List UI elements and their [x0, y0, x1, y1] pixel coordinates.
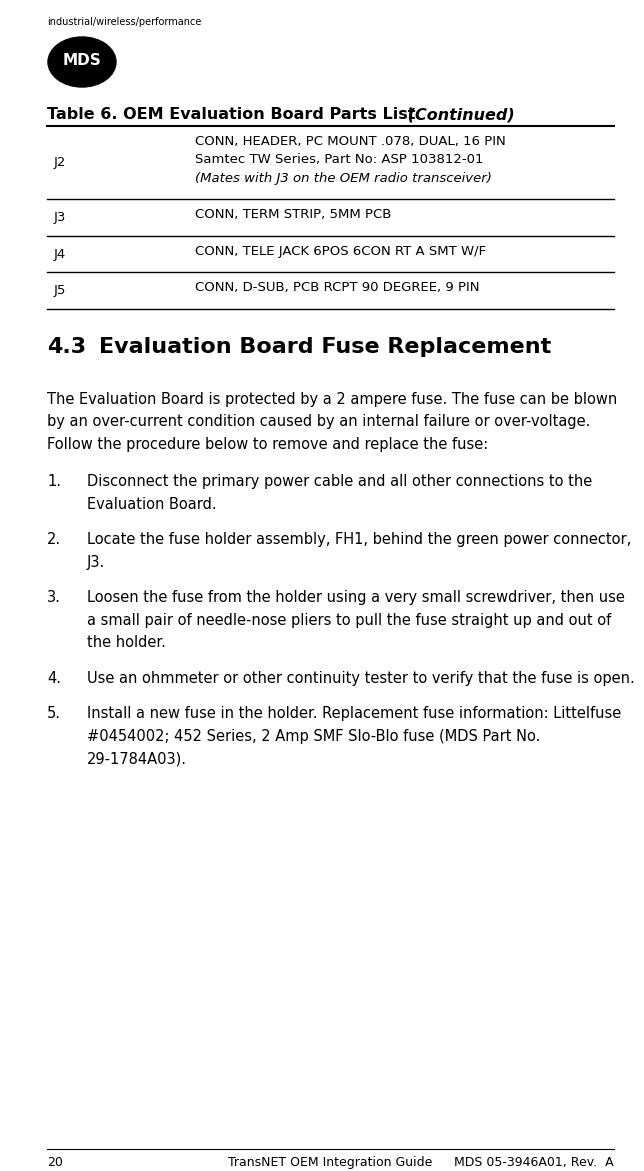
- Text: #0454002; 452 Series, 2 Amp SMF Slo-Blo fuse (MDS Part No.: #0454002; 452 Series, 2 Amp SMF Slo-Blo …: [87, 730, 540, 744]
- Text: CONN, D-SUB, PCB RCPT 90 DEGREE, 9 PIN: CONN, D-SUB, PCB RCPT 90 DEGREE, 9 PIN: [195, 281, 480, 294]
- Text: 4.3: 4.3: [47, 337, 86, 357]
- Text: 1.: 1.: [47, 474, 61, 489]
- Text: Install a new fuse in the holder. Replacement fuse information: Littelfuse: Install a new fuse in the holder. Replac…: [87, 706, 621, 721]
- Text: (Mates with J3 on the OEM radio transceiver): (Mates with J3 on the OEM radio transcei…: [195, 172, 492, 185]
- Text: J3: J3: [54, 211, 66, 225]
- Text: MDS 05-3946A01, Rev.  A: MDS 05-3946A01, Rev. A: [455, 1156, 614, 1169]
- Text: a small pair of needle-nose pliers to pull the fuse straight up and out of: a small pair of needle-nose pliers to pu…: [87, 612, 611, 628]
- Text: Loosen the fuse from the holder using a very small screwdriver, then use: Loosen the fuse from the holder using a …: [87, 590, 625, 605]
- Text: TransNET OEM Integration Guide: TransNET OEM Integration Guide: [229, 1156, 433, 1169]
- Text: CONN, TELE JACK 6POS 6CON RT A SMT W/F: CONN, TELE JACK 6POS 6CON RT A SMT W/F: [195, 245, 486, 258]
- Text: industrial/wireless/performance: industrial/wireless/performance: [47, 18, 202, 27]
- Text: MDS: MDS: [62, 54, 101, 68]
- Text: Use an ohmmeter or other continuity tester to verify that the fuse is open.: Use an ohmmeter or other continuity test…: [87, 671, 635, 686]
- Text: J4: J4: [54, 248, 66, 261]
- Text: The Evaluation Board is protected by a 2 ampere fuse. The fuse can be blown: The Evaluation Board is protected by a 2…: [47, 392, 617, 408]
- Text: Samtec TW Series, Part No: ASP 103812-01: Samtec TW Series, Part No: ASP 103812-01: [195, 153, 484, 166]
- Text: 2.: 2.: [47, 533, 61, 548]
- Text: Follow the procedure below to remove and replace the fuse:: Follow the procedure below to remove and…: [47, 437, 488, 452]
- Ellipse shape: [48, 37, 116, 87]
- Text: 20: 20: [47, 1156, 63, 1169]
- Text: Evaluation Board.: Evaluation Board.: [87, 497, 216, 512]
- Text: 4.: 4.: [47, 671, 61, 686]
- Text: 3.: 3.: [47, 590, 61, 605]
- Text: Locate the fuse holder assembly, FH1, behind the green power connector,: Locate the fuse holder assembly, FH1, be…: [87, 533, 631, 548]
- Text: Evaluation Board Fuse Replacement: Evaluation Board Fuse Replacement: [99, 337, 551, 357]
- Text: CONN, TERM STRIP, 5MM PCB: CONN, TERM STRIP, 5MM PCB: [195, 208, 392, 221]
- Text: CONN, HEADER, PC MOUNT .078, DUAL, 16 PIN: CONN, HEADER, PC MOUNT .078, DUAL, 16 PI…: [195, 135, 506, 148]
- Text: J5: J5: [54, 285, 66, 297]
- Text: (Continued): (Continued): [402, 107, 515, 122]
- Text: the holder.: the holder.: [87, 636, 166, 651]
- Text: Table 6. OEM Evaluation Board Parts List: Table 6. OEM Evaluation Board Parts List: [47, 107, 415, 122]
- Text: Disconnect the primary power cable and all other connections to the: Disconnect the primary power cable and a…: [87, 474, 592, 489]
- Text: by an over-current condition caused by an internal failure or over-voltage.: by an over-current condition caused by a…: [47, 415, 591, 430]
- Text: 5.: 5.: [47, 706, 61, 721]
- Text: J2: J2: [54, 156, 66, 170]
- Text: 29-1784A03).: 29-1784A03).: [87, 752, 187, 767]
- Text: J3.: J3.: [87, 555, 105, 570]
